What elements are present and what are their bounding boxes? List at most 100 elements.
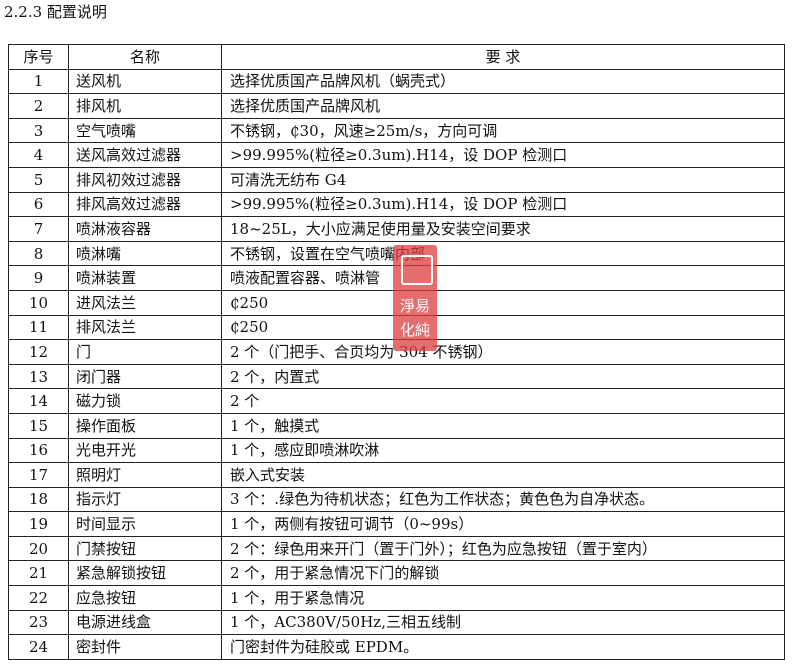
row-name: 排风法兰 (68, 314, 222, 341)
row-number: 20 (8, 535, 69, 562)
row-requirement: 选择优质国产品牌风机 (221, 93, 785, 119)
row-number: 10 (8, 289, 69, 316)
row-number: 12 (8, 339, 69, 365)
row-number: 5 (8, 166, 69, 193)
row-name: 排风初效过滤器 (68, 166, 222, 193)
row-number: 2 (8, 93, 69, 119)
row-number: 4 (8, 142, 69, 168)
row-requirement: 1 个，AC380V/50Hz,三相五线制 (221, 609, 785, 636)
row-name: 磁力锁 (68, 388, 222, 414)
watermark-stamp: 淨易 化純 (393, 245, 437, 351)
row-requirement: 2 个：绿色用来开门（置于门外）；红色为应急按钮（置于室内） (221, 535, 785, 562)
row-number: 9 (8, 265, 69, 291)
table-row: 10 进风法兰 ₵250 (8, 289, 785, 316)
row-number: 14 (8, 388, 69, 414)
row-number: 22 (8, 585, 69, 611)
header-name: 名称 (68, 44, 222, 70)
table-row: 24 密封件 门密封件为硅胶或 EPDM。 (8, 634, 785, 660)
table-row: 23 电源进线盒 1 个，AC380V/50Hz,三相五线制 (8, 609, 785, 636)
table-row: 15 操作面板 1 个，触摸式 (8, 412, 785, 439)
table-row: 20 门禁按钮 2 个：绿色用来开门（置于门外）；红色为应急按钮（置于室内） (8, 535, 785, 562)
row-requirement: 1 个，两侧有按钮可调节（0~99s） (221, 511, 785, 537)
table-row: 8 喷淋嘴 不锈钢，设置在空气喷嘴内部 (8, 240, 785, 267)
row-name: 喷淋液容器 (68, 216, 222, 242)
row-number: 6 (8, 191, 69, 218)
row-number: 23 (8, 609, 69, 636)
row-requirement: 1 个，感应即喷淋吹淋 (221, 437, 785, 464)
row-requirement: 不锈钢，₵30，风速≥25m/s，方向可调 (221, 117, 785, 144)
row-requirement: 门密封件为硅胶或 EPDM。 (221, 634, 785, 660)
row-name: 喷淋嘴 (68, 240, 222, 267)
header-no: 序号 (8, 44, 69, 70)
row-name: 门禁按钮 (68, 535, 222, 562)
stamp-glyph: 淨易 (399, 297, 430, 315)
row-requirement: 3 个：.绿色为待机状态；红色为工作状态；黄色色为自净状态。 (221, 486, 785, 513)
row-requirement: ₵250 (221, 314, 785, 341)
row-requirement: 1 个，触摸式 (221, 412, 785, 439)
row-requirement: >99.995%(粒径≥0.3um).H14，设 DOP 检测口 (221, 142, 785, 168)
row-name: 应急按钮 (68, 585, 222, 611)
table-row: 5 排风初效过滤器 可清洗无纺布 G4 (8, 166, 785, 193)
row-name: 排风高效过滤器 (68, 191, 222, 218)
row-name: 喷淋装置 (68, 265, 222, 291)
row-name: 送风高效过滤器 (68, 142, 222, 168)
row-number: 7 (8, 216, 69, 242)
table-row: 16 光电开光 1 个，感应即喷淋吹淋 (8, 437, 785, 464)
row-requirement: 选择优质国产品牌风机（蜗壳式） (221, 68, 785, 95)
row-number: 15 (8, 412, 69, 439)
row-requirement: ₵250 (221, 289, 785, 316)
row-number: 3 (8, 117, 69, 144)
row-name: 时间显示 (68, 511, 222, 537)
table-row: 19 时间显示 1 个，两侧有按钮可调节（0~99s） (8, 511, 785, 537)
row-number: 8 (8, 240, 69, 267)
row-number: 13 (8, 363, 69, 390)
row-name: 电源进线盒 (68, 609, 222, 636)
row-number: 17 (8, 462, 69, 488)
table-row: 13 闭门器 2 个，内置式 (8, 363, 785, 390)
row-requirement: 可清洗无纺布 G4 (221, 166, 785, 193)
section-title: 2.2.3 配置说明 (4, 3, 107, 21)
row-name: 指示灯 (68, 486, 222, 513)
row-name: 操作面板 (68, 412, 222, 439)
row-requirement: 喷液配置容器、喷淋管 (221, 265, 785, 291)
row-name: 光电开光 (68, 437, 222, 464)
row-number: 16 (8, 437, 69, 464)
row-number: 24 (8, 634, 69, 660)
row-number: 1 (8, 68, 69, 95)
table-row: 22 应急按钮 1 个，用于紧急情况 (8, 585, 785, 611)
row-name: 排风机 (68, 93, 222, 119)
row-requirement: 嵌入式安装 (221, 462, 785, 488)
row-name: 进风法兰 (68, 289, 222, 316)
row-requirement: 1 个，用于紧急情况 (221, 585, 785, 611)
row-name: 照明灯 (68, 462, 222, 488)
row-requirement: 2 个（门把手、合页均为 304 不锈钢） (221, 339, 785, 365)
row-name: 门 (68, 339, 222, 365)
header-requirement: 要 求 (221, 44, 785, 70)
table-row: 3 空气喷嘴 不锈钢，₵30，风速≥25m/s，方向可调 (8, 117, 785, 144)
table-row: 9 喷淋装置 喷液配置容器、喷淋管 (8, 265, 785, 291)
table-row: 17 照明灯 嵌入式安装 (8, 462, 785, 488)
table-row: 2 排风机 选择优质国产品牌风机 (8, 93, 785, 119)
row-requirement: >99.995%(粒径≥0.3um).H14，设 DOP 检测口 (221, 191, 785, 218)
table-row: 21 紧急解锁按钮 2 个，用于紧急情况下门的解锁 (8, 560, 785, 587)
row-name: 紧急解锁按钮 (68, 560, 222, 587)
table-header-row: 序号 名称 要 求 (8, 44, 785, 70)
row-name: 送风机 (68, 68, 222, 95)
row-requirement: 不锈钢，设置在空气喷嘴内部 (221, 240, 785, 267)
table-row: 18 指示灯 3 个：.绿色为待机状态；红色为工作状态；黄色色为自净状态。 (8, 486, 785, 513)
row-name: 闭门器 (68, 363, 222, 390)
table-row: 1 送风机 选择优质国产品牌风机（蜗壳式） (8, 68, 785, 95)
row-name: 空气喷嘴 (68, 117, 222, 144)
row-name: 密封件 (68, 634, 222, 660)
row-requirement: 2 个，用于紧急情况下门的解锁 (221, 560, 785, 587)
row-number: 11 (8, 314, 69, 341)
row-number: 18 (8, 486, 69, 513)
row-number: 21 (8, 560, 69, 587)
row-requirement: 2 个，内置式 (221, 363, 785, 390)
table-row: 14 磁力锁 2 个 (8, 388, 785, 414)
stamp-glyph: 化純 (399, 321, 430, 339)
row-requirement: 2 个 (221, 388, 785, 414)
table-row: 6 排风高效过滤器 >99.995%(粒径≥0.3um).H14，设 DOP 检测口 (8, 191, 785, 218)
row-number: 19 (8, 511, 69, 537)
config-table: 序号 名称 要 求 1 送风机 选择优质国产品牌风机（蜗壳式） 2 排风机 选择优质国产品… (8, 44, 785, 660)
